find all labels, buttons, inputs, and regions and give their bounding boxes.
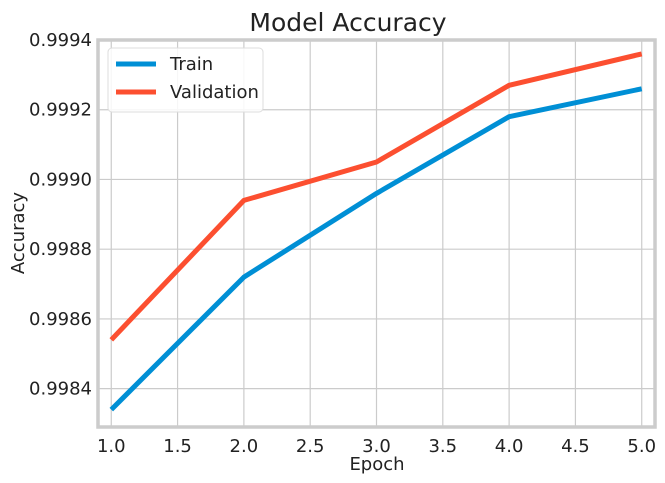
- x-tick-label: 4.0: [495, 436, 524, 457]
- x-tick-label: 2.0: [230, 436, 259, 457]
- y-tick-label: 0.9990: [29, 169, 92, 190]
- x-tick-label: 1.5: [163, 436, 192, 457]
- legend: Train Validation: [107, 47, 264, 113]
- legend-label-train: Train: [169, 54, 213, 75]
- y-tick-label: 0.9986: [29, 309, 92, 330]
- y-tick-label: 0.9988: [29, 239, 92, 260]
- y-axis-label: Accuracy: [8, 192, 29, 275]
- y-tick-label: 0.9994: [29, 30, 92, 51]
- x-tick-label: 4.5: [561, 436, 590, 457]
- y-tick-label: 0.9984: [29, 379, 92, 400]
- legend-label-validation: Validation: [170, 82, 259, 103]
- x-tick-label: 5.0: [627, 436, 656, 457]
- plot-frame: [96, 38, 657, 429]
- chart-title: Model Accuracy: [249, 8, 446, 37]
- x-tick-label: 1.0: [97, 436, 126, 457]
- x-tick-label: 3.5: [428, 436, 457, 457]
- y-tick-label: 0.9992: [29, 100, 92, 121]
- x-axis-label: Epoch: [349, 454, 404, 475]
- x-tick-label: 3.0: [362, 436, 391, 457]
- x-tick-label: 2.5: [296, 436, 325, 457]
